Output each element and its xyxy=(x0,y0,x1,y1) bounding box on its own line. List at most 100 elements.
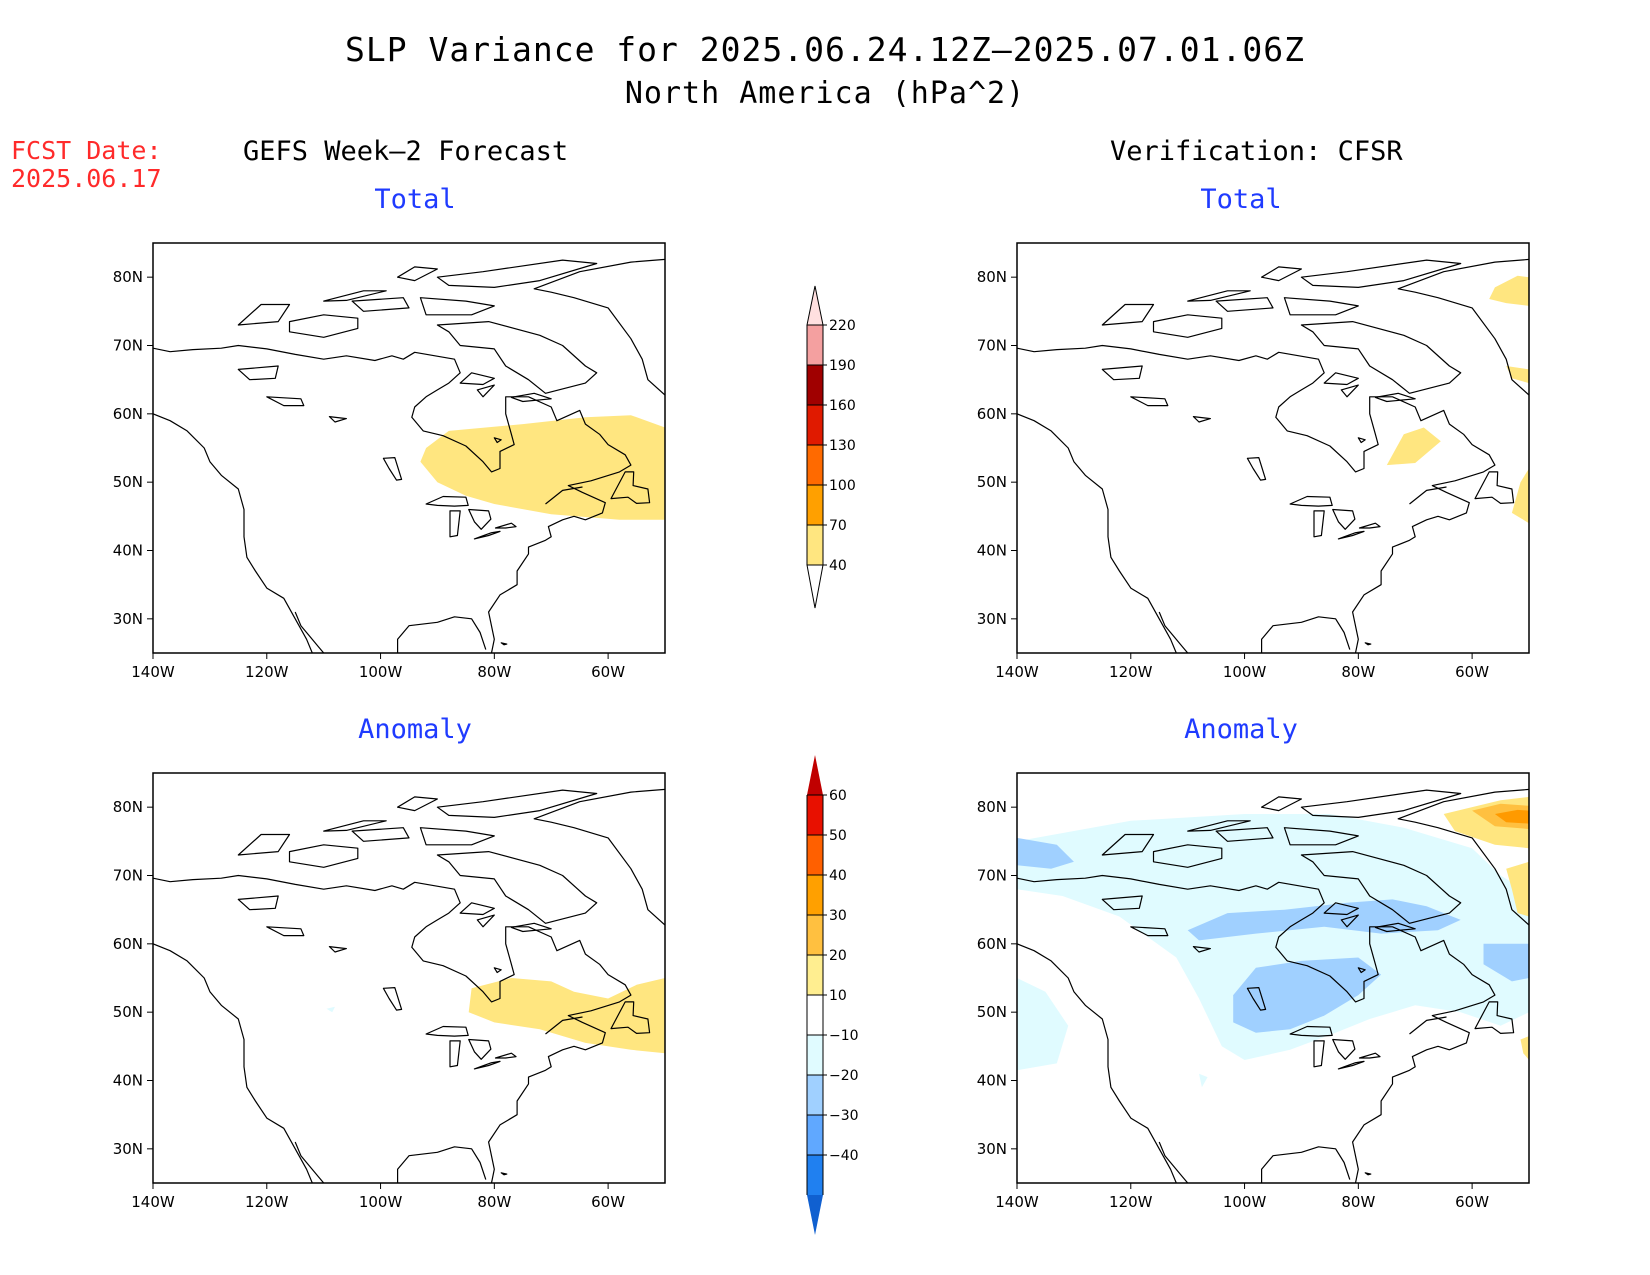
colorbar-tick-label: 100 xyxy=(829,478,856,494)
lat-tick-label: 30N xyxy=(977,610,1007,628)
lat-tick-label: 70N xyxy=(977,867,1007,885)
map-forecast-total: 80N 70N 60N 50N 40N 30N 140W 120W 100W 80W 60W xyxy=(113,242,666,681)
lat-tick-label: 80N xyxy=(113,798,143,816)
lake-outline xyxy=(1358,522,1381,529)
island-outline xyxy=(436,259,598,288)
colorbar-tick-label: 10 xyxy=(829,988,847,1004)
st-lawrence-river xyxy=(545,1016,583,1035)
lon-tick-label: 80W xyxy=(1341,1193,1375,1211)
lat-tick-label: 40N xyxy=(977,1072,1007,1090)
lon-tick-label: 60W xyxy=(1455,1193,1489,1211)
lat-tick-label: 30N xyxy=(113,610,143,628)
coastline-gulf-mexico xyxy=(1261,616,1351,653)
lake-outline xyxy=(1358,1052,1381,1059)
colorbar-top-triangle xyxy=(806,285,824,326)
island-outline xyxy=(397,266,438,282)
map-frame xyxy=(152,772,666,1184)
map-frame xyxy=(1016,772,1530,1184)
coastline-east-arctic xyxy=(153,874,632,1183)
coastline-east-arctic xyxy=(1017,344,1496,653)
island-outline xyxy=(323,290,387,302)
island-outline xyxy=(419,297,495,316)
lake-outline xyxy=(1192,416,1211,423)
colorbar-segment xyxy=(807,485,823,525)
lake-outline xyxy=(1313,510,1325,538)
coastline-gulf-california xyxy=(1158,611,1189,653)
panel-title-verification-anomaly: Anomaly xyxy=(1184,714,1298,745)
colorbar-tick-label: −40 xyxy=(829,1148,859,1164)
colorbar-segment xyxy=(807,995,823,1035)
map-layers xyxy=(1017,788,1529,1183)
lat-tick-label: 70N xyxy=(113,337,143,355)
lake-outline xyxy=(449,1040,461,1068)
lake-outline xyxy=(425,1025,469,1037)
coastline-newfoundland xyxy=(610,1001,651,1034)
chart-title: SLP Variance for 2025.06.24.12Z–2025.07.… xyxy=(345,30,1305,69)
colorbar-tick-label: −30 xyxy=(829,1108,859,1124)
lake-outline xyxy=(1289,495,1333,507)
island-outline xyxy=(1374,922,1416,933)
colorbar-segment xyxy=(807,1115,823,1155)
lat-tick-label: 30N xyxy=(977,1140,1007,1158)
coastline-gulf-california xyxy=(294,611,325,653)
coastline-bahamas xyxy=(1364,642,1372,646)
island-outline xyxy=(1261,266,1302,282)
colorbar-segment xyxy=(807,365,823,405)
map-layers xyxy=(1017,258,1529,653)
left-column-heading: GEFS Week–2 Forecast xyxy=(243,136,569,167)
coastline-west xyxy=(153,413,313,653)
coastline-greenland xyxy=(1397,258,1529,396)
coastline-gulf-california xyxy=(294,1141,325,1183)
coastline-gulf-mexico xyxy=(397,616,487,653)
coastline-greenland xyxy=(533,788,665,926)
coastline-greenland xyxy=(1397,788,1529,926)
lat-tick-label: 60N xyxy=(113,405,143,423)
coastline-west xyxy=(1017,943,1177,1183)
island-outline xyxy=(397,796,438,812)
island-outline xyxy=(436,789,598,818)
shaded-region xyxy=(1489,275,1529,306)
panel-title-verification-total: Total xyxy=(1200,184,1282,215)
lake-outline xyxy=(1192,946,1211,953)
lon-tick-label: 100W xyxy=(359,1193,403,1211)
island-outline xyxy=(351,297,410,312)
lat-tick-label: 40N xyxy=(113,1072,143,1090)
lake-outline xyxy=(468,1038,492,1060)
lon-tick-label: 60W xyxy=(1455,663,1489,681)
lake-outline xyxy=(1130,396,1169,407)
colorbar-tick-label: 70 xyxy=(829,518,847,534)
colorbar-segment xyxy=(807,875,823,915)
island-outline xyxy=(1283,297,1359,316)
island-outline xyxy=(419,827,495,846)
island-outline xyxy=(1215,827,1274,842)
lake-outline xyxy=(237,365,279,381)
lon-tick-label: 120W xyxy=(245,663,289,681)
lat-tick-label: 40N xyxy=(113,542,143,560)
island-outline xyxy=(476,914,495,928)
island-outline xyxy=(1101,303,1155,326)
colorbar-tick-label: −20 xyxy=(829,1068,859,1084)
lake-outline xyxy=(425,495,469,507)
colorbar-segment xyxy=(807,835,823,875)
island-outline xyxy=(1340,384,1359,398)
colorbar-tick-label: 160 xyxy=(829,398,856,414)
lake-outline xyxy=(1337,530,1365,540)
colorbar-tick-label: 30 xyxy=(829,908,847,924)
island-outline xyxy=(1152,844,1223,868)
lake-outline xyxy=(1101,895,1143,911)
island-outline xyxy=(1300,259,1462,288)
lat-tick-label: 60N xyxy=(977,935,1007,953)
colorbar-segment xyxy=(807,915,823,955)
lake-outline xyxy=(266,396,305,407)
right-column-heading: Verification: CFSR xyxy=(1110,136,1403,167)
lon-tick-label: 100W xyxy=(359,663,403,681)
map-verification-anomaly: 80N 70N 60N 50N 40N 30N 140W 120W 100W 80W 60W xyxy=(977,772,1530,1211)
colorbar-bottom-triangle xyxy=(806,564,824,609)
lake-outline xyxy=(1101,365,1143,381)
colorbar-segment xyxy=(807,445,823,485)
colorbar-segment xyxy=(807,795,823,835)
lake-outline xyxy=(473,1060,501,1070)
lake-outline xyxy=(473,530,501,540)
island-outline xyxy=(436,321,598,394)
colorbar-segment xyxy=(807,525,823,565)
